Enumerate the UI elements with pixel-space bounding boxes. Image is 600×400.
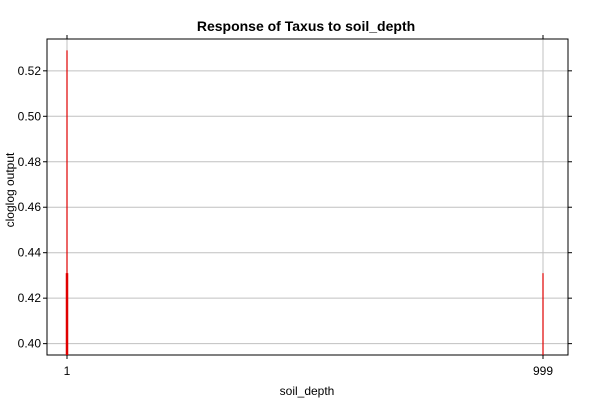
plot-frame — [46, 38, 569, 356]
y-tick-label: 0.42 — [18, 291, 42, 305]
chart-title: Response of Taxus to soil_depth — [197, 18, 415, 34]
x-tick-label: 1 — [64, 364, 71, 378]
y-tick-label: 0.44 — [18, 246, 42, 260]
y-tick-label: 0.48 — [18, 155, 42, 169]
y-tick-label: 0.40 — [18, 337, 42, 351]
y-tick-label: 0.52 — [18, 64, 42, 78]
x-axis-label: soil_depth — [280, 384, 335, 398]
x-tick-label: 999 — [533, 364, 553, 378]
y-tick-label: 0.46 — [18, 200, 42, 214]
y-axis-label: cloglog output — [3, 152, 17, 227]
series-layer — [65, 50, 544, 355]
y-tick-label: 0.50 — [18, 109, 42, 123]
tick-layer: 0.40 0.42 0.44 0.46 0.48 0.50 0.52 1 999 — [18, 35, 572, 378]
grid-layer — [47, 39, 568, 355]
